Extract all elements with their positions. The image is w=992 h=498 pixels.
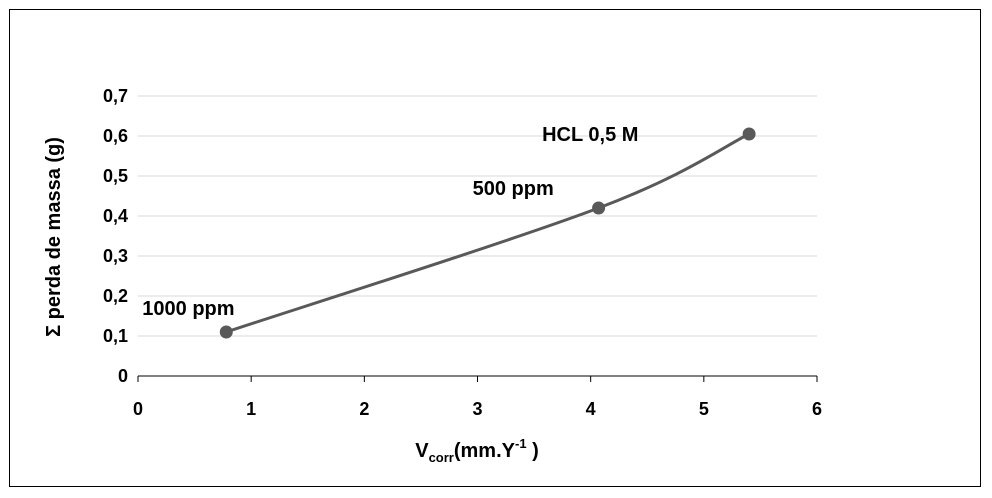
series-layer (219, 127, 756, 339)
y-tick-label: 0,4 (103, 206, 128, 226)
x-tick-label: 6 (812, 399, 822, 419)
y-tick-label: 0,7 (103, 86, 128, 106)
x-tick-label: 5 (699, 399, 709, 419)
y-tick-label: 0,1 (103, 326, 128, 346)
x-tick-label: 2 (359, 399, 369, 419)
data-label: HCL 0,5 M (542, 124, 638, 146)
x-axis-ticks: 0 1 2 3 4 5 6 (133, 399, 822, 419)
y-tick-label: 0,3 (103, 246, 128, 266)
point-labels: 1000 ppm 500 ppm HCL 0,5 M (142, 124, 638, 320)
data-label: 500 ppm (473, 178, 554, 200)
axes (137, 375, 818, 382)
data-label: 1000 ppm (142, 298, 234, 320)
chart-frame (9, 9, 981, 487)
x-tick-label: 0 (133, 399, 143, 419)
y-tick-label: 0 (118, 366, 128, 386)
x-axis-title-base: V (415, 440, 429, 462)
y-axis-title: Σ perda de massa (g) (43, 137, 65, 337)
y-tick-label: 0,6 (103, 126, 128, 146)
x-axis-title-middle: (mm.Y (454, 440, 516, 462)
y-tick-label: 0,5 (103, 166, 128, 186)
data-point (742, 127, 756, 141)
data-point (592, 201, 606, 215)
gridlines (138, 95, 817, 337)
x-tick-label: 1 (246, 399, 256, 419)
data-point (219, 325, 233, 339)
x-tick-label: 4 (586, 399, 596, 419)
y-axis-ticks: 0 0,1 0,2 0,3 0,4 0,5 0,6 0,7 (103, 86, 128, 386)
x-tick-label: 3 (472, 399, 482, 419)
x-axis-title: Vcorr(mm.Y-1 ) (415, 436, 539, 465)
y-tick-label: 0,2 (103, 286, 128, 306)
series-line (224, 132, 751, 334)
x-axis-title-end: ) (527, 440, 539, 462)
x-axis-title-subscript: corr (429, 450, 454, 465)
x-axis-title-superscript: -1 (515, 436, 527, 451)
